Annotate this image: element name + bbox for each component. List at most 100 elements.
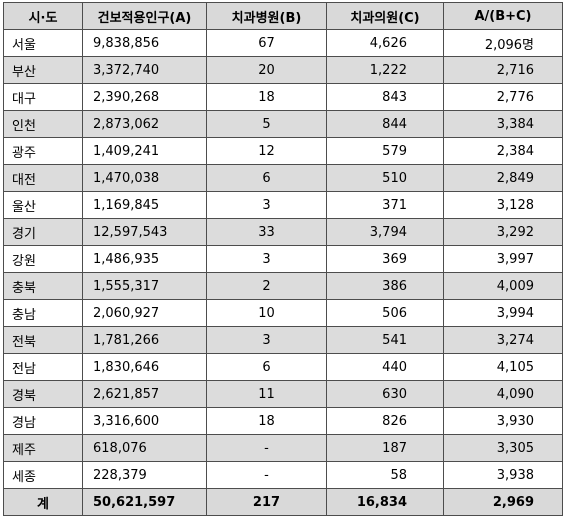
cell-population: 618,076	[82, 434, 207, 462]
cell-hospitals: 18	[206, 407, 327, 435]
cell-clinics: 58	[326, 461, 444, 489]
cell-population: 2,873,062	[82, 110, 207, 138]
header-row: 시·도 건보적용인구(A) 치과병원(B) 치과의원(C) A/(B+C)	[3, 2, 563, 30]
cell-region: 전북	[3, 326, 83, 354]
cell-hospitals: 67	[206, 29, 327, 57]
cell-population: 3,316,600	[82, 407, 207, 435]
cell-region: 부산	[3, 56, 83, 84]
cell-hospitals: 10	[206, 299, 327, 327]
cell-population: 1,169,845	[82, 191, 207, 219]
cell-ratio: 4,105	[443, 353, 563, 381]
cell-clinics: 510	[326, 164, 444, 192]
cell-ratio: 3,994	[443, 299, 563, 327]
cell-clinics: 541	[326, 326, 444, 354]
cell-region: 세종	[3, 461, 83, 489]
cell-ratio: 3,938	[443, 461, 563, 489]
cell-population: 12,597,543	[82, 218, 207, 246]
cell-hospitals: 3	[206, 191, 327, 219]
dental-stats-table: 시·도 건보적용인구(A) 치과병원(B) 치과의원(C) A/(B+C) 서울…	[3, 2, 563, 516]
cell-hospitals: 6	[206, 353, 327, 381]
cell-region: 전남	[3, 353, 83, 381]
table-row: 전북 1,781,266 3 541 3,274	[3, 326, 563, 354]
header-population: 건보적용인구(A)	[82, 2, 207, 30]
table-body: 서울 9,838,856 67 4,626 2,096명 부산 3,372,740 20 1,2…	[3, 29, 563, 489]
cell-region: 대전	[3, 164, 83, 192]
cell-clinics: 579	[326, 137, 444, 165]
cell-region: 인천	[3, 110, 83, 138]
cell-clinics: 386	[326, 272, 444, 300]
cell-hospitals: 6	[206, 164, 327, 192]
table-row: 충북 1,555,317 2 386 4,009	[3, 272, 563, 300]
cell-population: 1,409,241	[82, 137, 207, 165]
cell-ratio: 3,930	[443, 407, 563, 435]
cell-clinics: 369	[326, 245, 444, 273]
total-clinics: 16,834	[326, 488, 444, 516]
header-clinics: 치과의원(C)	[326, 2, 444, 30]
table-row: 경기 12,597,543 33 3,794 3,292	[3, 218, 563, 246]
cell-ratio: 3,305	[443, 434, 563, 462]
cell-hospitals: -	[206, 461, 327, 489]
cell-ratio: 2,776	[443, 83, 563, 111]
cell-population: 228,379	[82, 461, 207, 489]
cell-region: 경북	[3, 380, 83, 408]
cell-hospitals: 33	[206, 218, 327, 246]
cell-clinics: 4,626	[326, 29, 444, 57]
cell-hospitals: 20	[206, 56, 327, 84]
cell-region: 충남	[3, 299, 83, 327]
cell-clinics: 440	[326, 353, 444, 381]
cell-region: 경기	[3, 218, 83, 246]
table-row: 부산 3,372,740 20 1,222 2,716	[3, 56, 563, 84]
cell-ratio: 2,849	[443, 164, 563, 192]
cell-clinics: 826	[326, 407, 444, 435]
table-row: 경남 3,316,600 18 826 3,930	[3, 407, 563, 435]
cell-clinics: 506	[326, 299, 444, 327]
cell-region: 서울	[3, 29, 83, 57]
cell-region: 강원	[3, 245, 83, 273]
cell-hospitals: 18	[206, 83, 327, 111]
total-hospitals: 217	[206, 488, 327, 516]
table-row: 세종 228,379-58 3,938	[3, 461, 563, 489]
cell-population: 1,555,317	[82, 272, 207, 300]
table-row: 대전 1,470,038 6 510 2,849	[3, 164, 563, 192]
cell-ratio: 2,384	[443, 137, 563, 165]
cell-clinics: 844	[326, 110, 444, 138]
table-row: 전남 1,830,646 6 440 4,105	[3, 353, 563, 381]
cell-clinics: 187	[326, 434, 444, 462]
cell-region: 충북	[3, 272, 83, 300]
header-ratio: A/(B+C)	[443, 2, 563, 30]
header-hospitals: 치과병원(B)	[206, 2, 327, 30]
total-population: 50,621,597	[82, 488, 207, 516]
table-row: 제주 618,076-187 3,305	[3, 434, 563, 462]
cell-hospitals: 3	[206, 326, 327, 354]
dental-stats-table-container: 시·도 건보적용인구(A) 치과병원(B) 치과의원(C) A/(B+C) 서울…	[3, 2, 563, 516]
total-region: 계	[3, 488, 83, 516]
table-row: 울산 1,169,845 3 371 3,128	[3, 191, 563, 219]
cell-population: 1,781,266	[82, 326, 207, 354]
cell-ratio: 2,716	[443, 56, 563, 84]
cell-hospitals: 11	[206, 380, 327, 408]
cell-hospitals: 12	[206, 137, 327, 165]
cell-hospitals: -	[206, 434, 327, 462]
cell-region: 대구	[3, 83, 83, 111]
cell-population: 2,060,927	[82, 299, 207, 327]
cell-hospitals: 2	[206, 272, 327, 300]
cell-ratio: 3,292	[443, 218, 563, 246]
cell-ratio: 3,384	[443, 110, 563, 138]
cell-ratio: 4,090	[443, 380, 563, 408]
table-row: 광주 1,409,241 12 579 2,384	[3, 137, 563, 165]
cell-region: 제주	[3, 434, 83, 462]
header-region: 시·도	[3, 2, 83, 30]
cell-hospitals: 5	[206, 110, 327, 138]
total-ratio: 2,969	[443, 488, 563, 516]
table-row: 서울 9,838,856 67 4,626 2,096명	[3, 29, 563, 57]
cell-population: 9,838,856	[82, 29, 207, 57]
cell-clinics: 630	[326, 380, 444, 408]
table-row: 인천 2,873,062 5 844 3,384	[3, 110, 563, 138]
cell-clinics: 843	[326, 83, 444, 111]
cell-population: 1,470,038	[82, 164, 207, 192]
table-row: 강원 1,486,935 3 369 3,997	[3, 245, 563, 273]
cell-population: 2,621,857	[82, 380, 207, 408]
table-row: 경북 2,621,857 11 630 4,090	[3, 380, 563, 408]
cell-population: 2,390,268	[82, 83, 207, 111]
cell-population: 3,372,740	[82, 56, 207, 84]
